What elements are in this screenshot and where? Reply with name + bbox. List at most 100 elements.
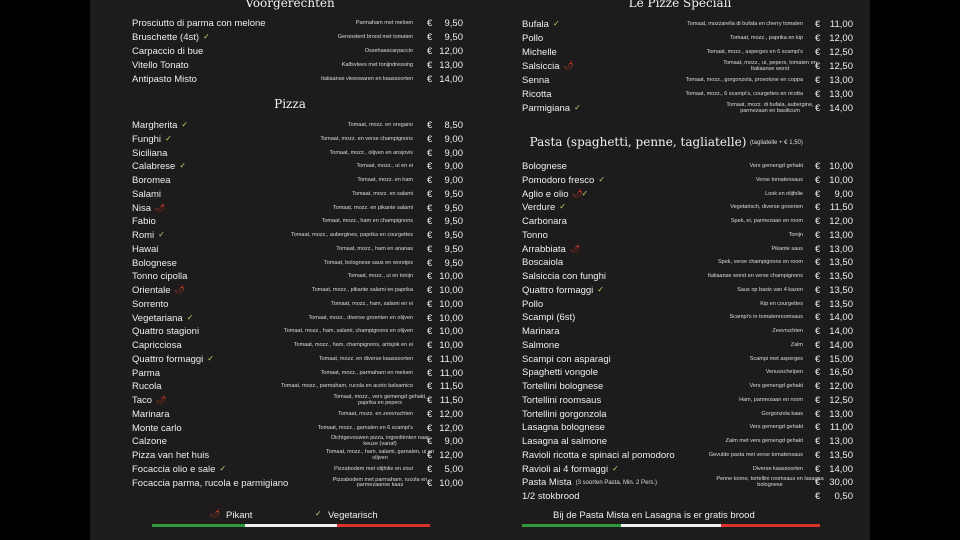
currency: € <box>815 229 821 241</box>
currency: € <box>815 408 821 420</box>
item-description: Tomaat, mozz., ui, pepers, tomaten en It… <box>723 60 817 72</box>
currency: € <box>815 394 821 406</box>
item-description: Tomaat, mozz. en verse champignons <box>320 135 413 142</box>
item-description: Zeevruchten <box>772 328 803 334</box>
currency: € <box>427 216 433 228</box>
item-description: Ossehaascarpaccio <box>364 48 413 54</box>
item-description: Tomaat, mozzarella di bufala en cherry t… <box>687 21 803 27</box>
item-name: Spaghetti vongole <box>522 367 599 379</box>
currency: € <box>815 449 821 461</box>
item-price: 9,50 <box>444 243 464 255</box>
item-price: 5,00 <box>444 463 464 475</box>
item-price: 13,00 <box>829 243 853 255</box>
item-description: Tomaat, mozz. en ham <box>357 177 413 183</box>
item-price: 12,50 <box>829 47 853 58</box>
spicy-icon: 🌶 <box>569 243 580 253</box>
currency: € <box>427 450 433 461</box>
currency: € <box>815 271 821 282</box>
item-name: Taco <box>132 395 153 406</box>
item-description: Tomaat, mozz., ham, salami, garnalen, ui… <box>326 449 434 461</box>
item-name: Vegetariana <box>132 312 183 324</box>
currency: € <box>815 339 821 351</box>
item-description: Ham, parmezaan en room <box>739 396 803 403</box>
item-name: Focaccia parma, rucola e parmigiano <box>132 477 289 489</box>
item-name: Parmigiana <box>522 103 571 114</box>
currency: € <box>427 230 433 241</box>
spicy-icon: 🌶 <box>210 509 221 518</box>
currency: € <box>427 422 433 434</box>
item-name: Senna <box>522 75 550 86</box>
item-price: 10,00 <box>439 285 463 296</box>
item-name: Tortellini gorgonzola <box>522 408 607 420</box>
currency: € <box>815 202 821 214</box>
item-description: Scampi met asperges <box>749 355 803 362</box>
item-description: Tomaat, mozz., gorgonzola, provolone en … <box>685 77 803 83</box>
currency: € <box>427 188 433 200</box>
item-price: 9,50 <box>444 202 464 214</box>
item-name: Scampi (6st) <box>522 312 576 324</box>
currency: € <box>427 408 433 420</box>
item-description: Tomaat, mozz., pikante salami en paprika <box>311 287 413 293</box>
vegetarian-icon: ✓ <box>219 463 227 473</box>
item-description: Kip en courgettes <box>760 300 803 307</box>
item-description: Tomaat, mozz. di bufala, aubergine, parm… <box>726 102 814 114</box>
item-description: Tomaat, mozz. en zeevruchten <box>338 410 413 417</box>
item-name: Calzone <box>132 436 167 448</box>
currency: € <box>815 298 821 310</box>
item-price: 10,00 <box>439 271 463 283</box>
vegetarian-icon: ✓ <box>158 230 165 239</box>
item-price: 10,00 <box>439 326 463 338</box>
vegetarian-icon: ✓ <box>612 463 619 473</box>
item-name: Scampi con asparagi <box>522 353 611 365</box>
item-price: 11,50 <box>829 202 853 214</box>
item-description: Italiaanse worst en verse champignons <box>707 273 803 279</box>
currency: € <box>427 133 433 145</box>
currency: € <box>815 174 821 186</box>
item-price: 12,00 <box>829 381 853 392</box>
currency: € <box>427 161 433 173</box>
item-name: Bolognese <box>522 161 567 172</box>
item-description: Tomaat, mozz. en pikante salami <box>332 204 413 211</box>
item-description: Vers gemengd gehakt <box>749 163 803 169</box>
spicy-icon: 🌶 <box>572 188 583 198</box>
item-name: Nisa <box>132 202 152 214</box>
spicy-icon: 🌶 <box>156 395 167 404</box>
item-name: Salsiccia con funghi <box>522 271 606 282</box>
vegetarian-icon: ✓ <box>207 353 214 363</box>
item-name: Vitello Tonato <box>132 60 189 71</box>
currency: € <box>427 147 433 159</box>
item-name: Carpaccio di bue <box>132 46 204 57</box>
currency: € <box>815 284 821 296</box>
item-description: Saus op basis van 4 kazen <box>737 286 803 293</box>
item-price: 12,00 <box>439 450 463 461</box>
section-title: Pasta (spaghetti, penne, tagliatelle) <box>529 135 747 149</box>
item-description: Look en olijfolie <box>765 190 803 197</box>
flag-stripe <box>337 524 430 527</box>
item-note: (3 soorten Pasta, Min. 2 Pers.) <box>575 480 658 487</box>
item-price: 11,00 <box>829 422 853 434</box>
item-name: Siciliana <box>132 147 168 159</box>
item-price: 9,50 <box>444 32 464 43</box>
currency: € <box>427 298 433 310</box>
item-price: 10,00 <box>829 161 853 172</box>
vegetarian-icon: ✓ <box>559 202 566 212</box>
item-price: 10,00 <box>439 298 463 310</box>
item-name: Tortellini bolognese <box>522 381 604 392</box>
item-price: 12,00 <box>439 408 463 420</box>
item-name: Quattro formaggi <box>132 353 204 365</box>
item-name: Orientale <box>132 285 171 296</box>
vegetarian-icon: ✓ <box>165 133 172 143</box>
footer-note: Bij de Pasta Mista en Lasagna is er grat… <box>553 510 755 521</box>
item-name: Monte carlo <box>132 422 182 434</box>
item-name: Tonno <box>522 229 548 241</box>
item-price: 10,00 <box>829 174 853 186</box>
currency: € <box>427 381 433 393</box>
item-name: Calabrese <box>132 161 176 173</box>
item-description: Tomaat, mozz., paprika en kip <box>729 35 803 41</box>
item-name: Capricciosa <box>132 340 182 351</box>
item-price: 11,00 <box>439 367 463 379</box>
currency: € <box>427 312 433 324</box>
item-name: Marinara <box>522 326 560 337</box>
currency: € <box>427 175 433 186</box>
